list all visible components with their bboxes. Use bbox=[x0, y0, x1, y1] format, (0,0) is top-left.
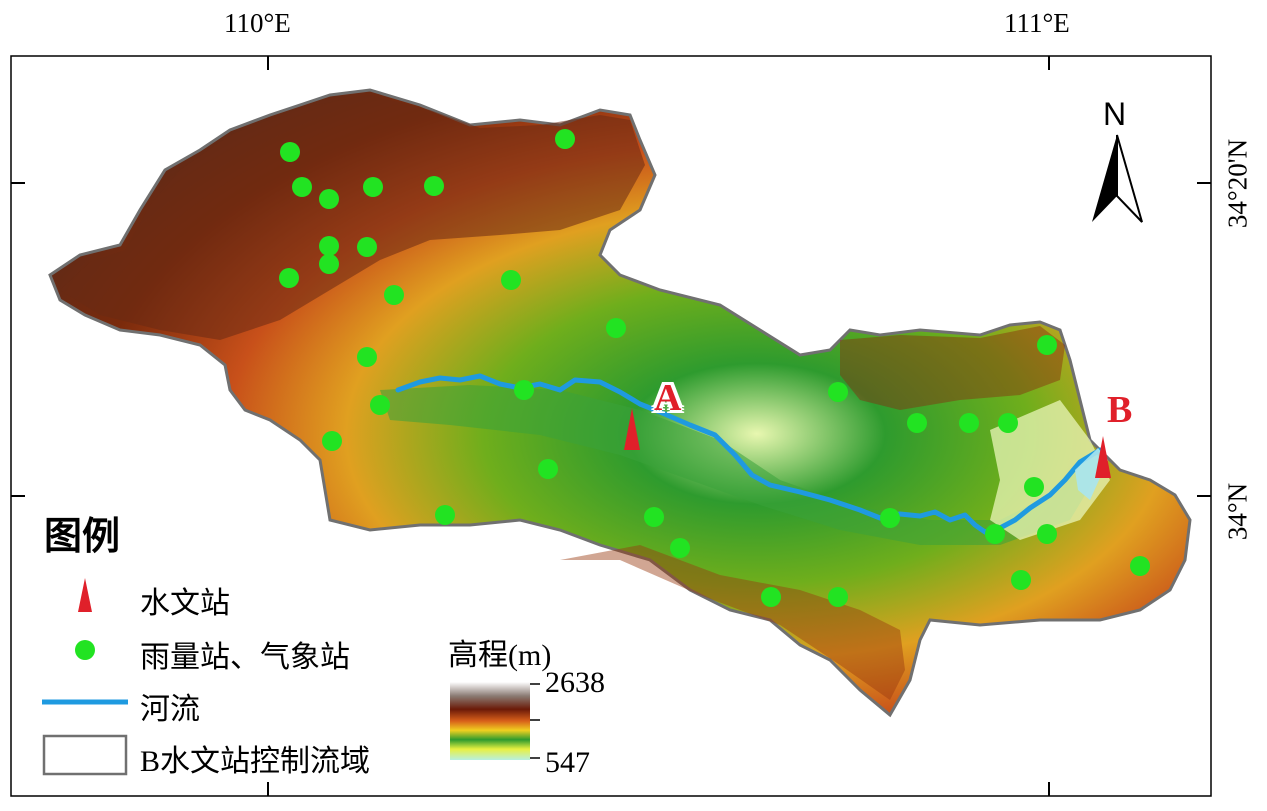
rain-stations bbox=[279, 129, 1150, 607]
rain-station-32 bbox=[828, 587, 848, 607]
valley-low-east bbox=[990, 400, 1110, 540]
station-a-marker bbox=[624, 408, 640, 450]
rain-station-12 bbox=[384, 285, 404, 305]
rain-station-17 bbox=[322, 431, 342, 451]
rain-station-1 bbox=[555, 129, 575, 149]
north-label: N bbox=[1103, 96, 1127, 132]
legend-label-rain-station: 雨量站、气象站 bbox=[140, 641, 350, 674]
rain-station-25 bbox=[1037, 524, 1057, 544]
elevation-min: 547 bbox=[545, 746, 590, 779]
rain-station-34 bbox=[1130, 556, 1150, 576]
rain-station-28 bbox=[644, 507, 664, 527]
legend-label-hydro-station: 水文站 bbox=[140, 587, 230, 620]
site-label-b: B bbox=[1107, 389, 1133, 431]
rain-station-13 bbox=[606, 318, 626, 338]
rain-station-5 bbox=[363, 177, 383, 197]
rain-station-21 bbox=[959, 413, 979, 433]
lon-label-110: 110°E bbox=[224, 8, 291, 38]
lat-label-3420: 34°20'N bbox=[1222, 138, 1253, 229]
rain-station-11 bbox=[501, 270, 521, 290]
rain-station-9 bbox=[319, 254, 339, 274]
legend-basin-icon bbox=[42, 734, 128, 776]
legend-title: 图例 bbox=[44, 516, 121, 558]
highland-north bbox=[60, 95, 645, 340]
lon-label-111: 111°E bbox=[1004, 8, 1070, 38]
site-label-a: A bbox=[654, 377, 682, 419]
rain-station-29 bbox=[670, 538, 690, 558]
legend-label-river: 河流 bbox=[140, 693, 200, 726]
highland-south bbox=[560, 545, 905, 700]
rain-station-24 bbox=[1024, 477, 1044, 497]
rain-station-15 bbox=[514, 380, 534, 400]
rain-station-10 bbox=[279, 268, 299, 288]
elevation-ramp bbox=[450, 682, 530, 760]
rain-station-26 bbox=[985, 524, 1005, 544]
rain-station-16 bbox=[370, 395, 390, 415]
rain-station-6 bbox=[424, 176, 444, 196]
rain-station-20 bbox=[907, 413, 927, 433]
rain-station-22 bbox=[998, 413, 1018, 433]
rain-station-14 bbox=[357, 347, 377, 367]
legend-rain-icon bbox=[75, 640, 95, 660]
map-frame bbox=[10, 55, 1212, 797]
highland-east bbox=[840, 326, 1065, 410]
rain-station-27 bbox=[880, 508, 900, 528]
station-b-marker bbox=[1095, 436, 1111, 478]
rain-station-4 bbox=[319, 189, 339, 209]
rain-station-19 bbox=[828, 382, 848, 402]
rain-station-7 bbox=[319, 236, 339, 256]
rain-station-8 bbox=[357, 237, 377, 257]
legend-station-icon bbox=[78, 578, 92, 612]
lat-label-34: 34°N bbox=[1222, 482, 1253, 541]
rain-station-31 bbox=[761, 587, 781, 607]
north-arrow bbox=[1092, 134, 1143, 223]
rain-station-30 bbox=[435, 505, 455, 525]
rain-station-18 bbox=[538, 459, 558, 479]
valley-floor bbox=[380, 385, 1100, 545]
rain-station-23 bbox=[1037, 335, 1057, 355]
rain-station-33 bbox=[1011, 570, 1031, 590]
rain-station-3 bbox=[292, 177, 312, 197]
elevation-title: 高程(m) bbox=[448, 639, 552, 672]
legend-label-basin: B水文站控制流域 bbox=[140, 745, 371, 778]
rain-station-2 bbox=[280, 142, 300, 162]
elevation-max: 2638 bbox=[545, 666, 605, 699]
